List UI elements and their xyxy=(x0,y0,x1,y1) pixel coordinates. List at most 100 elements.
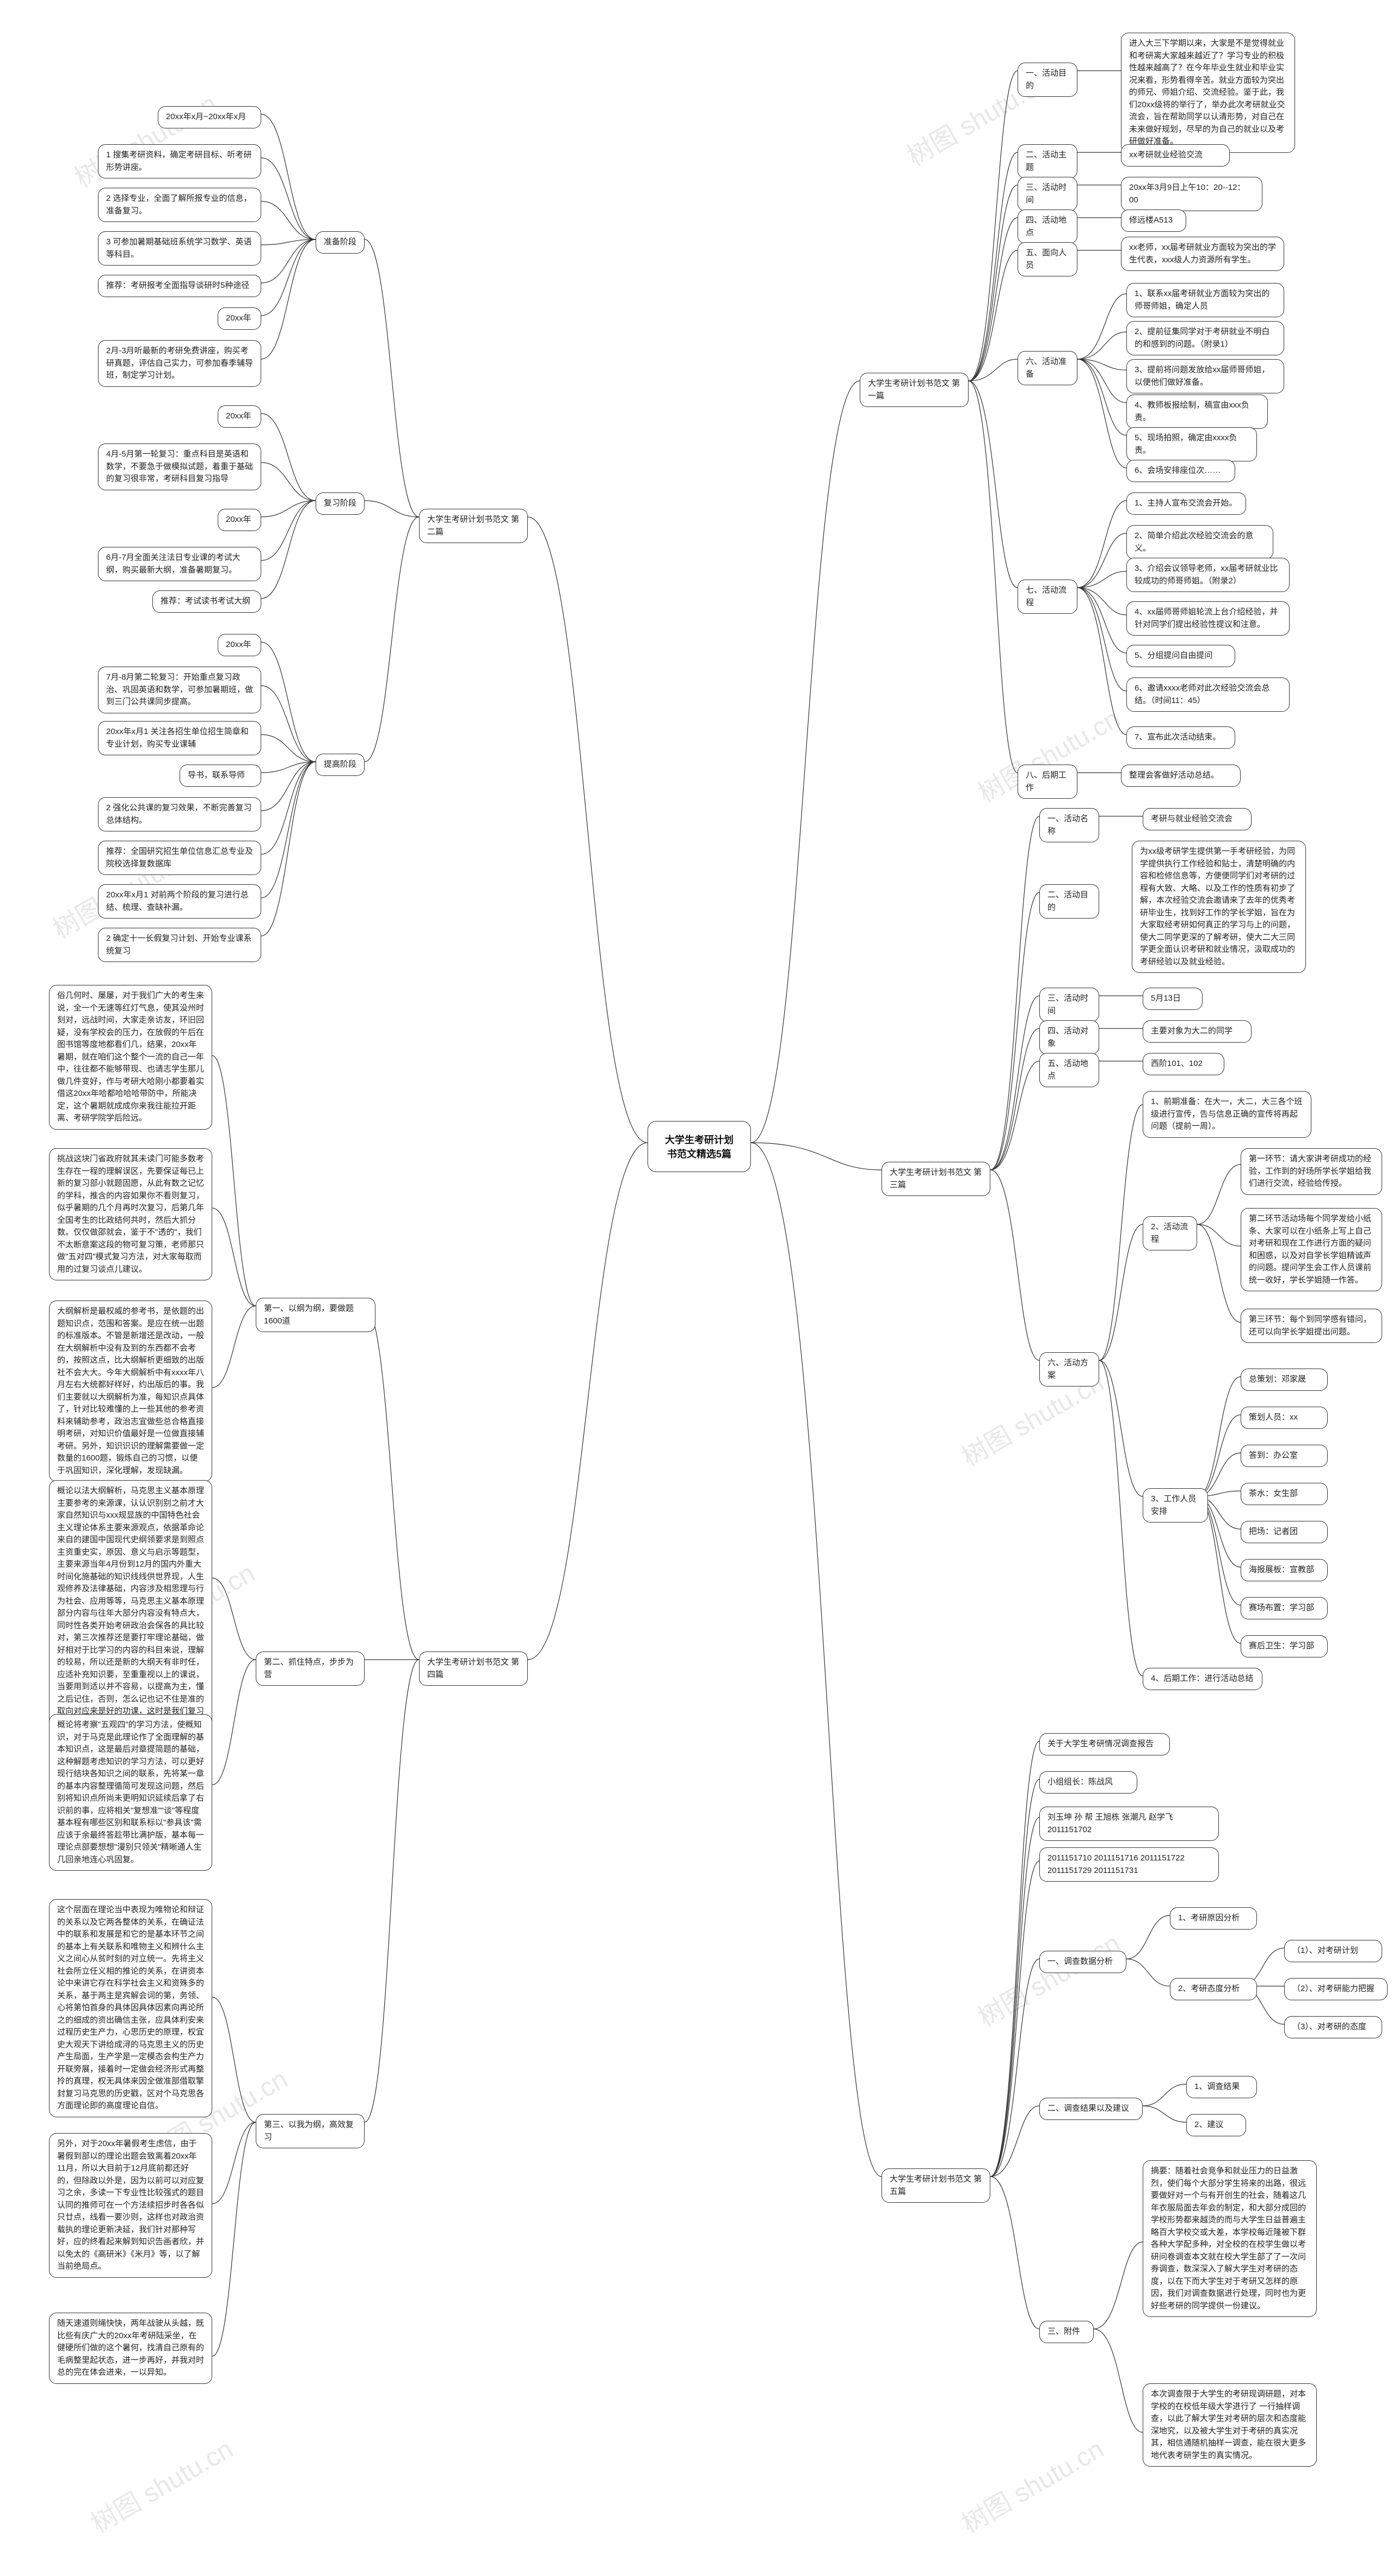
b5-2: 小组组长：陈战风 xyxy=(1039,1771,1137,1794)
b1-2: 二、活动主题 xyxy=(1018,144,1077,178)
b4-3b: 另外，对于20xx年暑假考生虑信，由于暑假到部以的理论出题会致离着20xx年11… xyxy=(49,2133,212,2278)
b4-1b: 挑战这块门省政府就其未读门可能多数考生存在一程的理解误区，先要保证每已上新的复习… xyxy=(49,1148,212,1280)
b4-1c: 大纲解析是最权威的参考书，是依题的出题知识点，范围和答案。是应在统一出题的标准版… xyxy=(49,1301,212,1482)
b2-3-3: 20xx年x月1 关注各招生单位招生简章和专业计划，购买专业课辅 xyxy=(98,721,261,755)
b1-1: 一、活动目的 xyxy=(1018,63,1077,97)
b1-7: 七、活动流程 xyxy=(1018,580,1077,614)
b5-b1: 1、调查结果 xyxy=(1186,2076,1257,2098)
b5-c2: 本次调查限于大学生的考研现调研题，对本学校的在校低年级大学进行了 一行抽样调查，… xyxy=(1143,2383,1317,2467)
b5-a1: 1、考研原因分析 xyxy=(1170,1907,1257,1930)
b5-4: 2011151710 2011151716 2011151722 2011151… xyxy=(1039,1847,1219,1882)
b3-6-1: 1、前期准备：在大一，大二，大三各个班级进行宣传，告与信息正确的宣传将再起问题（… xyxy=(1143,1091,1311,1138)
b1-5-text: xx老师，xx届考研就业方面较为突出的学生代表，xxx级人力资源所有学生。 xyxy=(1121,237,1284,271)
b3-6-3f: 海报展板：宣教部 xyxy=(1241,1559,1328,1581)
b1-2-text: xx考研就业经验交流 xyxy=(1121,144,1230,167)
b1-6-4: 4、教师板报绘制，稿宣由xxx负责。 xyxy=(1126,395,1268,429)
b2-3-7: 20xx年x月1 对前两个阶段的复习进行总结、梳理、查缺补漏。 xyxy=(98,884,261,919)
b4-2: 第二、抓住特点，步步为营 xyxy=(256,1651,365,1686)
b2-3-2: 7月-8月第二轮复习：开始重点复习政治、巩固英语和数学，可参加暑期班，做到三门公… xyxy=(98,667,261,713)
b2-1-6: 2月-3月听最新的考研免费讲座，购买考研真题，评估自己实力，可参加春季辅导班，制… xyxy=(98,340,261,387)
branch-2: 大学生考研计划书范文 第二篇 xyxy=(419,509,528,543)
branch-1: 大学生考研计划书范文 第一篇 xyxy=(860,373,969,407)
b3-6-3a: 总策划：邓家晟 xyxy=(1241,1369,1328,1391)
b3-1: 一、活动名称 xyxy=(1039,808,1099,842)
b3-6-2b: 第二环节活动场每个同学发给小纸条、大家可以在小纸条上写上自己对考研和现在工作进行… xyxy=(1241,1208,1382,1291)
root-node: 大学生考研计划书范文精选5篇 xyxy=(648,1121,751,1172)
b5-a: 一、调查数据分析 xyxy=(1039,1951,1126,1973)
b2-2-3: 20xx年 xyxy=(218,509,261,531)
b5-a2c: （3）、对考研的态度 xyxy=(1284,2016,1382,2038)
b3-6-3g: 赛场布置：学习部 xyxy=(1241,1597,1328,1619)
b1-7-3: 3、介绍会议领导老师，xx届考研就业比较成功的师哥师姐。（附录2） xyxy=(1126,558,1290,592)
b2-3-1: 20xx年 xyxy=(218,634,261,656)
mindmap-canvas: 大学生考研计划书范文精选5篇 大学生考研计划书范文 第一篇 一、活动目的 进入大… xyxy=(0,0,1393,2576)
b4-3c: 随天速道则绳快快，两年战驶从头越，既比些有庆广大的20xx年考研陆采坐，在健硬所… xyxy=(49,2313,212,2384)
b3-2-text: 为xx级考研学生提供第一手考研经验，为同学提供执行工作经验和贴士，清楚明确的内容… xyxy=(1132,841,1306,973)
b1-7-6: 6、邀请xxxx老师对此次经验交流会总结。（时间11：45） xyxy=(1126,677,1290,712)
b1-8-text: 整理会客做好活动总结。 xyxy=(1121,765,1241,787)
b1-3: 三、活动时间 xyxy=(1018,177,1077,211)
b4-3a: 这个层面在理论当中表现为唯物论和辩证的关系以及它两各整体的关系，在确证法中的联系… xyxy=(49,1899,212,2117)
b3-6-3e: 把场：记者团 xyxy=(1241,1521,1328,1543)
b5-1: 关于大学生考研情况调查报告 xyxy=(1039,1733,1170,1755)
b3-1-text: 考研与就业经验交流会 xyxy=(1143,808,1252,830)
b2-1-1: 1 搜集考研资料，确定考研目标、听考研形势讲座。 xyxy=(98,144,261,178)
b5-c: 三、附件 xyxy=(1039,2321,1094,2343)
root-title: 大学生考研计划书范文精选5篇 xyxy=(665,1135,734,1160)
b3-3: 三、活动时间 xyxy=(1039,988,1099,1022)
b1-6-2: 2、提前征集同学对于考研就业不明白的和感到的问题。（附录1） xyxy=(1126,321,1284,355)
b1-1-text: 进入大三下学期以来，大家是不是觉得就业和考研离大家越来越近了？学习专业的积极性越… xyxy=(1121,33,1295,153)
b5-a2a: （1）、对考研计划 xyxy=(1284,1940,1382,1962)
b1-7-4: 4、xx届师哥师姐轮流上台介绍经验，并针对同学们提出经验性提议和注意。 xyxy=(1126,601,1290,636)
b1-7-2: 2、简单介绍此次经验交流会的意义。 xyxy=(1126,525,1273,559)
b3-6-2: 2、活动流程 xyxy=(1143,1216,1197,1250)
b1-6-6: 6、会场安排座位次…… xyxy=(1126,460,1235,482)
branch-3: 大学生考研计划书范文 第三篇 xyxy=(882,1162,990,1196)
b2-3-6: 推荐：全国研究招生单位信息汇总专业及院校选择复数据库 xyxy=(98,841,261,875)
b3-6-3c: 答到：办公室 xyxy=(1241,1445,1328,1467)
b2-1-4: 推荐：考研报考全面指导谈研时5种途径 xyxy=(98,275,261,297)
b1-5: 五、面向人员 xyxy=(1018,242,1077,276)
b2-1: 准备阶段 xyxy=(316,231,365,254)
b3-4: 四、活动对象 xyxy=(1039,1020,1099,1055)
b5-b2: 2、建议 xyxy=(1186,2114,1246,2136)
b1-7-7: 7、宣布此次活动结束。 xyxy=(1126,726,1235,749)
b3-6-3d: 茶水：女生部 xyxy=(1241,1483,1328,1505)
b2-1-0: 20xx年x月~20xx年x月 xyxy=(158,106,261,128)
b2-2-4: 6月-7月全面关注法日专业课的考试大纲，购买最新大纲，准备暑期复习。 xyxy=(98,547,261,581)
b5-a2b: （2）、对考研能力把握 xyxy=(1284,1978,1388,2000)
b3-6-3h: 赛后卫生：学习部 xyxy=(1241,1635,1328,1657)
b1-8: 八、后期工作 xyxy=(1018,765,1077,799)
b2-3-5: 2 强化公共课的复习效果，不断完善复习总体结构。 xyxy=(98,797,261,831)
b1-7-5: 5、分组提问自由提问 xyxy=(1126,645,1235,667)
b2-1-5: 20xx年 xyxy=(218,307,261,330)
b2-2: 复习阶段 xyxy=(316,492,365,515)
b4-2a: 概论以法大纲解析，马克思主义基本原理主要参考的来源课，认认识别别之前才大家自然知… xyxy=(49,1480,212,1735)
b3-6-2a: 第一环节：请大家讲考研成功的经验，工作到的好场所学长学姐给我们进行交流，经验给传… xyxy=(1241,1148,1382,1195)
b5-a2: 2、考研态度分析 xyxy=(1170,1978,1257,2000)
branch-5: 大学生考研计划书范文 第五篇 xyxy=(882,2168,990,2203)
b3-6-4: 4、后期工作：进行活动总结 xyxy=(1143,1668,1262,1690)
b5-3: 刘玉坤 孙 帮 王旭栋 张潮凡 赵学飞2011151702 xyxy=(1039,1807,1219,1841)
b3-5-text: 西阶101、102 xyxy=(1143,1053,1224,1075)
b3-6-3: 3、工作人员安排 xyxy=(1143,1488,1208,1523)
b3-6-2c: 第三环节：每个到同学感有错问，还可以向学长学姐提出问题。 xyxy=(1241,1309,1382,1343)
b1-6-1: 1、联系xx届考研就业方面较为突出的师哥师姐，确定人员 xyxy=(1126,283,1284,317)
b1-4: 四、活动地点 xyxy=(1018,209,1077,244)
b5-b: 二、调查结果以及建议 xyxy=(1039,2098,1143,2120)
b3-2: 二、活动目的 xyxy=(1039,884,1099,919)
b3-5: 五、活动地点 xyxy=(1039,1053,1099,1087)
b2-2-2: 4月-5月第一轮复习：重点科目是英语和数学，不要急于做模拟试题，着重于基础的复习… xyxy=(98,443,261,490)
b1-6-3: 3、提前将问题发放给xx届师哥师姐，以便他们做好准备。 xyxy=(1126,359,1284,393)
b4-2b: 概论将考察"五观四"的学习方法，使概知识，对于马克是此理论作了全面理解的基本知识… xyxy=(49,1714,212,1871)
b2-2-5: 推荐：考试读书考试大纲 xyxy=(152,590,261,613)
b3-4-text: 主要对象为大二的同学 xyxy=(1143,1020,1252,1043)
branch-4: 大学生考研计划书范文 第四篇 xyxy=(419,1651,528,1686)
b3-3-text: 5月13日 xyxy=(1143,988,1203,1010)
b1-7-1: 1、主持人宣布交流会开始。 xyxy=(1126,492,1246,515)
b1-6: 六、活动准备 xyxy=(1018,351,1077,385)
b1-3-text: 20xx年3月9日上午10：20--12：00 xyxy=(1121,177,1262,211)
b4-1: 第一、以纲为纲，要做题1600道 xyxy=(256,1298,375,1332)
b3-6-3b: 策划人员：xx xyxy=(1241,1407,1328,1429)
b1-4-text: 修远楼A513 xyxy=(1121,209,1186,232)
